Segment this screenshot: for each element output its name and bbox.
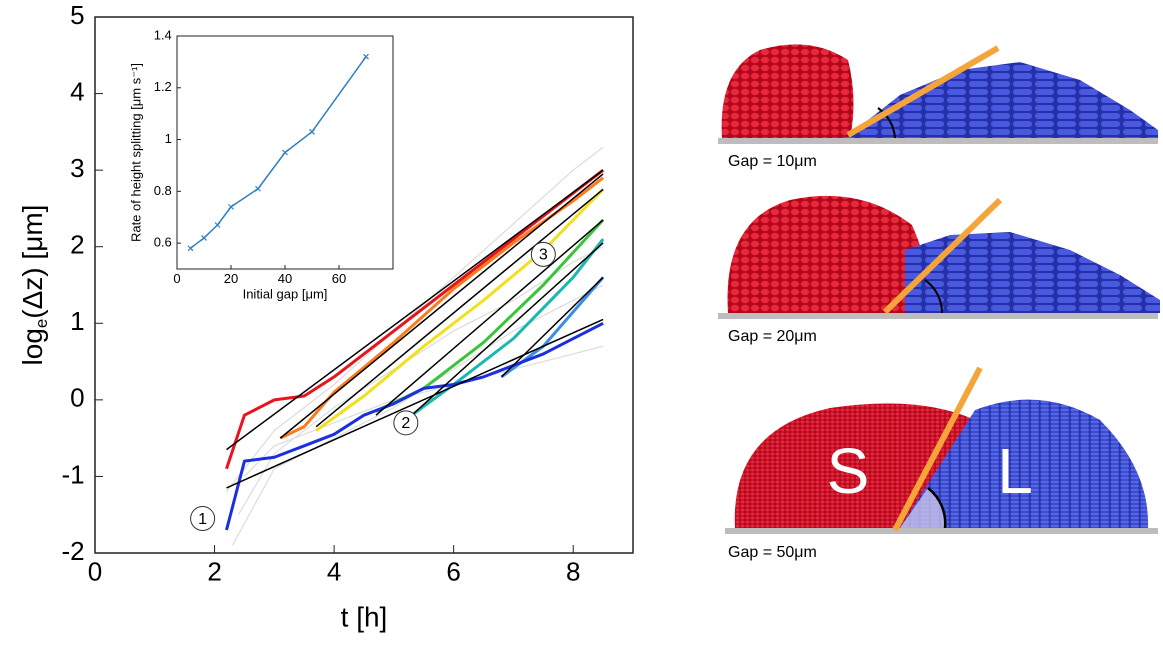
y-tick-label: 0.6 [154, 235, 172, 250]
y-tick-label: 2 [70, 230, 84, 260]
data-line [226, 318, 604, 489]
data-line [231, 284, 604, 546]
y-tick-label: -1 [61, 459, 84, 489]
substrate [718, 138, 1158, 144]
orange-line [846, 45, 1000, 138]
data-line [244, 345, 604, 477]
y-tick-label: 5 [70, 0, 84, 30]
red-colony [721, 44, 854, 138]
y-tick-label: 3 [70, 153, 84, 183]
data-point [214, 222, 221, 228]
orange-line [882, 197, 1003, 315]
x-tick-label: 60 [332, 271, 346, 286]
annotation-circle [190, 506, 216, 532]
data-line [279, 173, 604, 439]
angle-arc [927, 487, 947, 529]
y-tick-label: -2 [61, 536, 84, 566]
angle-wedge [900, 488, 946, 528]
y-axis-label-part: log [17, 328, 48, 365]
panel-caption: Gap = 20μm [728, 328, 817, 345]
data-line [375, 219, 604, 416]
data-point [363, 53, 369, 60]
plot-frame [94, 16, 634, 554]
substrate [725, 528, 1158, 534]
y-axis-label: loge(Δz) [μm] [17, 205, 51, 366]
x-tick-label: 40 [278, 271, 292, 286]
data-point [309, 128, 315, 135]
y-tick-label: 0.8 [154, 183, 172, 198]
substrate [718, 313, 1158, 319]
simulation-panels: Gap = 10μm Gap = 20μm S L Gap = 50μm [718, 44, 1160, 561]
x-tick-label: 4 [327, 557, 341, 587]
panel-caption: Gap = 10μm [728, 153, 817, 170]
region-label: S [827, 435, 870, 507]
region-label: L [997, 435, 1033, 507]
data-line [226, 169, 604, 451]
data-point [228, 203, 234, 210]
annotation-circle [530, 241, 556, 267]
x-axis-label: t [h] [341, 602, 388, 633]
y-axis-label: Rate of height splitting [μm s⁻¹] [128, 63, 143, 242]
y-tick-label: 1.4 [154, 27, 172, 42]
orange-line [892, 366, 983, 532]
panel-caption: Gap = 50μm [728, 544, 817, 561]
data-line [225, 321, 604, 531]
red-colony [727, 195, 931, 313]
blue-colony [845, 62, 1158, 138]
x-tick-label: 8 [566, 557, 580, 587]
x-tick-label: 0 [88, 557, 102, 587]
data-line [237, 246, 604, 516]
data-line [500, 276, 604, 378]
x-tick-label: 6 [446, 557, 460, 587]
data-line [225, 168, 605, 470]
data-point [255, 185, 261, 192]
annotation-circle [393, 410, 419, 436]
y-axis-label-part: e [32, 319, 51, 328]
data-line [410, 238, 605, 417]
x-tick-label: 20 [224, 271, 238, 286]
angle-arc [877, 107, 896, 139]
x-tick-label: 2 [207, 557, 221, 587]
data-point [282, 149, 288, 156]
blue-colony [905, 232, 1160, 313]
annotation: 2 [401, 415, 410, 432]
annotation: 3 [539, 247, 548, 264]
y-tick-label: 1.2 [154, 79, 172, 94]
x-tick-label: 0 [173, 271, 180, 286]
y-axis-label-part: (Δz) [μm] [17, 205, 48, 319]
blue-colony [900, 399, 1149, 528]
x-axis-label: Initial gap [μm] [243, 286, 328, 301]
annotation: 1 [198, 511, 207, 528]
y-tick-label: 0 [70, 383, 84, 413]
data-line [279, 176, 605, 440]
y-tick-label: 1 [165, 131, 172, 146]
data-line [315, 188, 605, 432]
data-point [201, 235, 207, 241]
y-tick-label: 4 [70, 76, 84, 106]
data-point [187, 245, 194, 252]
angle-arc [924, 279, 944, 314]
data-line [411, 242, 604, 416]
data-line [315, 188, 604, 428]
y-tick-label: 1 [70, 306, 84, 336]
